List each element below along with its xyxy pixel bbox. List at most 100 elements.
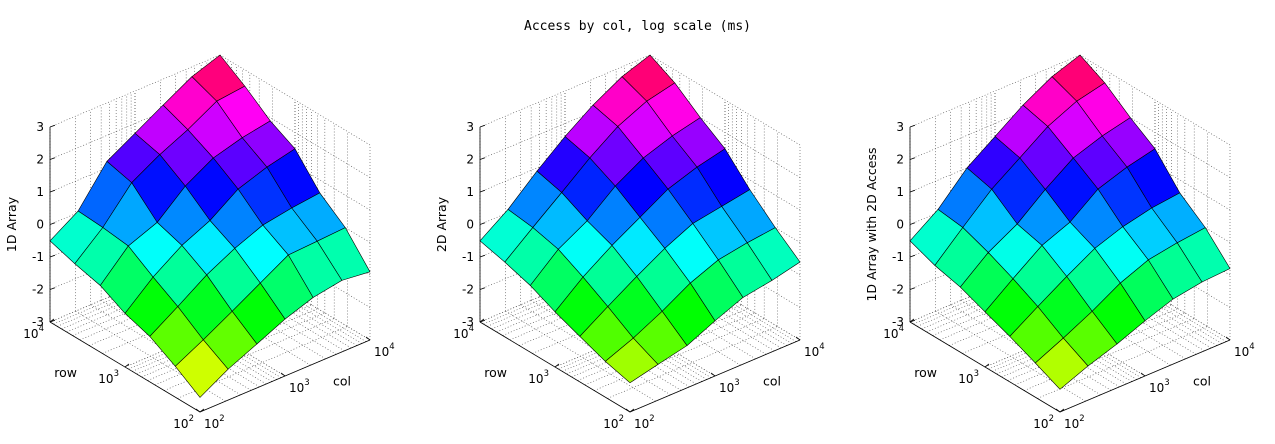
z-tick-label: -2: [892, 283, 904, 297]
row-tick-label: 102: [603, 414, 624, 431]
col-tick-label: 103: [719, 378, 740, 395]
col-tick-label: 102: [1064, 414, 1085, 431]
z-tick-label: 3: [36, 120, 44, 134]
row-tick: [124, 363, 130, 368]
z-tick: [479, 287, 486, 290]
col-tick-label: 103: [289, 378, 310, 395]
col-axis-label: col: [763, 374, 781, 389]
surface-plot-1d-array-2d-access: -3 -2 -1 0 1 2 3 102 103 104 102 103 104 col row 1D Arr…: [864, 54, 1255, 431]
row-tick-exponent: 3: [544, 369, 549, 379]
z-tick: [909, 222, 916, 225]
z-axis-label: 2D Array: [434, 196, 449, 252]
row-axis-label: row: [914, 365, 937, 380]
row-tick: [984, 363, 990, 368]
grid-line: [1014, 312, 1185, 386]
grid-line: [607, 326, 778, 399]
grid-line: [479, 54, 651, 128]
row-tick-exponent: 2: [619, 414, 624, 424]
col-axis-label: col: [333, 374, 351, 389]
z-tick: [479, 157, 486, 160]
col-tick: [1140, 372, 1146, 377]
col-tick: [365, 336, 371, 341]
z-tick: [909, 124, 916, 128]
row-tick-exponent: 2: [1049, 414, 1054, 424]
surface-plot-2d-array: -3 -2 -1 0 1 2 3 102 103 104 102 103 104 col row 2D Arr…: [434, 54, 825, 431]
grid-line: [649, 54, 801, 146]
z-tick: [909, 254, 916, 258]
col-tick-label: 102: [634, 414, 655, 431]
surface-plot-1d-array: -3 -2 -1 0 1 2 3 102 103 104 102 103 104 col row 1D Arr…: [4, 54, 395, 431]
z-tick-label: 3: [466, 120, 474, 134]
z-tick-label: 2: [896, 153, 904, 167]
row-tick: [479, 318, 485, 323]
z-tick-label: 1: [36, 185, 44, 199]
grid-line: [1037, 326, 1208, 399]
col-tick-exponent: 4: [819, 342, 824, 352]
col-tick-exponent: 2: [1079, 414, 1084, 424]
col-tick: [1225, 336, 1231, 341]
z-tick-label: 2: [36, 153, 44, 167]
grid-line: [584, 312, 755, 386]
surface-cell: [174, 339, 229, 398]
row-tick-label: 102: [1033, 414, 1054, 431]
row-tick: [199, 408, 205, 413]
row-tick-exponent: 3: [974, 369, 979, 379]
col-tick: [625, 408, 631, 413]
col-tick-exponent: 3: [1164, 378, 1169, 388]
grid-line: [49, 54, 221, 128]
col-tick-exponent: 2: [219, 414, 224, 424]
grid-line: [594, 318, 765, 391]
z-tick: [479, 189, 486, 193]
z-tick-label: -2: [32, 283, 44, 297]
col-tick-label: 104: [804, 342, 825, 359]
z-tick-label: 2: [466, 153, 474, 167]
row-axis-label: row: [54, 365, 77, 380]
row-tick-label: 103: [98, 369, 119, 386]
z-tick: [49, 189, 56, 193]
col-tick-label: 103: [1149, 378, 1170, 395]
z-tick-label: -3: [32, 315, 44, 329]
surface-cell: [1034, 337, 1089, 390]
col-tick-label: 104: [374, 342, 395, 359]
z-tick-label: 1: [896, 185, 904, 199]
figure-title: Access by col, log scale (ms): [524, 19, 751, 34]
z-tick-label: 0: [36, 218, 44, 232]
col-tick: [1055, 408, 1061, 413]
z-axis-label: 1D Array with 2D Access: [864, 147, 879, 301]
surface: [909, 54, 1231, 390]
z-tick: [479, 222, 486, 225]
row-tick: [909, 318, 915, 323]
row-tick-label: 104: [453, 324, 474, 341]
z-tick: [49, 254, 56, 258]
z-tick-label: -3: [462, 315, 474, 329]
z-tick-label: 1: [466, 185, 474, 199]
row-tick: [1059, 408, 1065, 413]
col-tick: [280, 372, 286, 377]
grid-line: [1079, 54, 1231, 146]
col-tick-exponent: 3: [734, 378, 739, 388]
z-tick: [909, 157, 916, 160]
z-tick: [49, 287, 56, 290]
z-tick-label: -1: [32, 250, 44, 264]
row-axis-label: row: [484, 365, 507, 380]
row-tick: [554, 363, 560, 368]
row-tick-label: 103: [528, 369, 549, 386]
grid-line: [147, 308, 318, 381]
grid-line: [909, 54, 1081, 128]
row-tick: [49, 318, 55, 323]
z-tick-label: -1: [892, 250, 904, 264]
row-tick-label: 103: [958, 369, 979, 386]
row-tick-exponent: 2: [189, 414, 194, 424]
z-tick: [49, 157, 56, 160]
col-tick-exponent: 2: [649, 414, 654, 424]
row-tick-exponent: 3: [114, 369, 119, 379]
z-tick-label: 3: [896, 120, 904, 134]
row-tick-label: 104: [23, 324, 44, 341]
row-tick-exponent: 4: [39, 324, 44, 334]
row-tick-label: 102: [173, 414, 194, 431]
z-tick-label: 0: [466, 218, 474, 232]
z-tick-label: -2: [462, 283, 474, 297]
row-tick-exponent: 4: [469, 324, 474, 334]
z-tick: [479, 254, 486, 258]
